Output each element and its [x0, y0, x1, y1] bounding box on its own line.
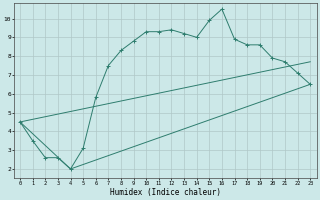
X-axis label: Humidex (Indice chaleur): Humidex (Indice chaleur) [110, 188, 220, 197]
